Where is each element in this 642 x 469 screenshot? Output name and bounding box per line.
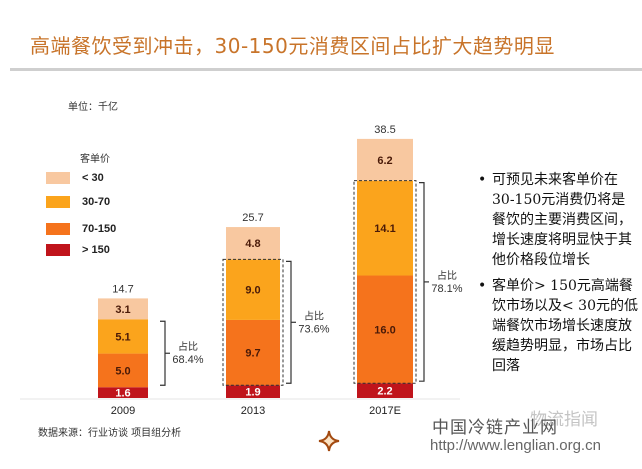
- diamond-star-ornament-icon: [318, 430, 340, 452]
- legend-label: 70-150: [82, 223, 117, 235]
- bar-segment-2009-0: [98, 387, 148, 398]
- bar-segment-2013-1: [226, 319, 280, 386]
- bar-value-label: 14.1: [374, 223, 395, 235]
- data-source-note: 数据来源：行业访谈 项目组分析: [38, 428, 182, 439]
- bar-value-label: 16.0: [374, 324, 395, 336]
- share-label: 占比: [437, 269, 457, 282]
- legend-title: 客单价: [80, 154, 110, 165]
- bar-value-label: 3.1: [115, 304, 130, 316]
- bar-segment-2017E-1: [357, 275, 413, 384]
- bar-value-label: 5.1: [115, 331, 130, 343]
- bar-value-label: 4.8: [245, 238, 260, 250]
- share-value: 73.6%: [298, 323, 329, 335]
- legend-item-70-150: 70-150: [46, 222, 116, 236]
- x-tick-label: 2009: [111, 405, 135, 417]
- bar-segment-2013-3: [226, 227, 280, 260]
- bar-segment-2009-2: [98, 319, 148, 354]
- bar-value-label: 2.2: [377, 386, 392, 398]
- x-tick-label: 2013: [241, 405, 265, 417]
- bracket: [419, 182, 425, 382]
- legend-swatch: [46, 223, 70, 235]
- share-label: 占比: [304, 309, 324, 322]
- legend-item-30-70: 30-70: [46, 195, 110, 209]
- bar-value-label: 9.0: [245, 285, 260, 297]
- bullet-text: 客单价> 150元高端餐饮市场以及< 30元的低端餐饮市场增长速度放缓趋势明显，…: [492, 278, 638, 374]
- bar-total-label: 38.5: [374, 124, 395, 136]
- share-value: 68.4%: [172, 354, 203, 366]
- bar-value-label: 6.2: [377, 155, 392, 167]
- bullet-text: 可预见未来客单价在30-150元消费仍将是餐饮的主要消费区间，增长速度将明显快于…: [492, 172, 632, 268]
- share-value: 78.1%: [431, 283, 462, 295]
- legend-label: 30-70: [82, 196, 111, 208]
- title-divider: [10, 68, 642, 71]
- unit-label: 单位：千亿: [68, 102, 118, 113]
- watermark-url: http://www.lenglian.org.cn: [430, 437, 601, 454]
- bar-segment-2013-0: [226, 385, 280, 398]
- bracket: [286, 260, 292, 384]
- watermark-site-name: 中国冷链产业网: [432, 418, 558, 438]
- share-label: 占比: [178, 340, 198, 353]
- dashed-highlight-box: [353, 180, 417, 384]
- watermark-logo-text: 物流指闻: [530, 410, 598, 430]
- bar-value-label: 5.0: [115, 365, 130, 377]
- dashed-highlight-box: [222, 258, 284, 386]
- commentary-bullets: • 可预见未来客单价在30-150元消费仍将是餐饮的主要消费区间，增长速度将明显…: [478, 170, 638, 382]
- bracket: [160, 320, 166, 386]
- bar-segment-2009-1: [98, 353, 148, 388]
- bar-segment-2017E-3: [357, 138, 413, 181]
- bar-segment-2013-2: [226, 259, 280, 320]
- bullet-item: • 客单价> 150元高端餐饮市场以及< 30元的低端餐饮市场增长速度放缓趋势明…: [478, 276, 638, 376]
- bar-segment-2017E-0: [357, 383, 413, 398]
- bar-total-label: 14.7: [112, 283, 133, 295]
- bullet-item: • 可预见未来客单价在30-150元消费仍将是餐饮的主要消费区间，增长速度将明显…: [478, 170, 638, 270]
- bar-segment-2009-3: [98, 298, 148, 320]
- bar-total-label: 25.7: [242, 212, 263, 224]
- bar-value-label: 1.9: [245, 387, 260, 399]
- bullet-dot-icon: •: [478, 278, 487, 294]
- legend-swatch: [46, 244, 70, 256]
- legend-item-gt150: > 150: [46, 243, 110, 257]
- legend-label: > 150: [82, 244, 110, 256]
- bullet-dot-icon: •: [478, 172, 487, 188]
- legend-swatch: [46, 196, 70, 208]
- legend-item-lt30: < 30: [46, 171, 104, 185]
- x-tick-label: 2017E: [369, 405, 401, 417]
- legend-swatch: [46, 172, 70, 184]
- bar-segment-2017E-2: [357, 180, 413, 276]
- slide-title: 高端餐饮受到冲击，30-150元消费区间占比扩大趋势明显: [30, 34, 555, 58]
- bar-value-label: 1.6: [115, 388, 130, 400]
- bar-value-label: 9.7: [245, 348, 260, 360]
- legend-label: < 30: [82, 172, 104, 184]
